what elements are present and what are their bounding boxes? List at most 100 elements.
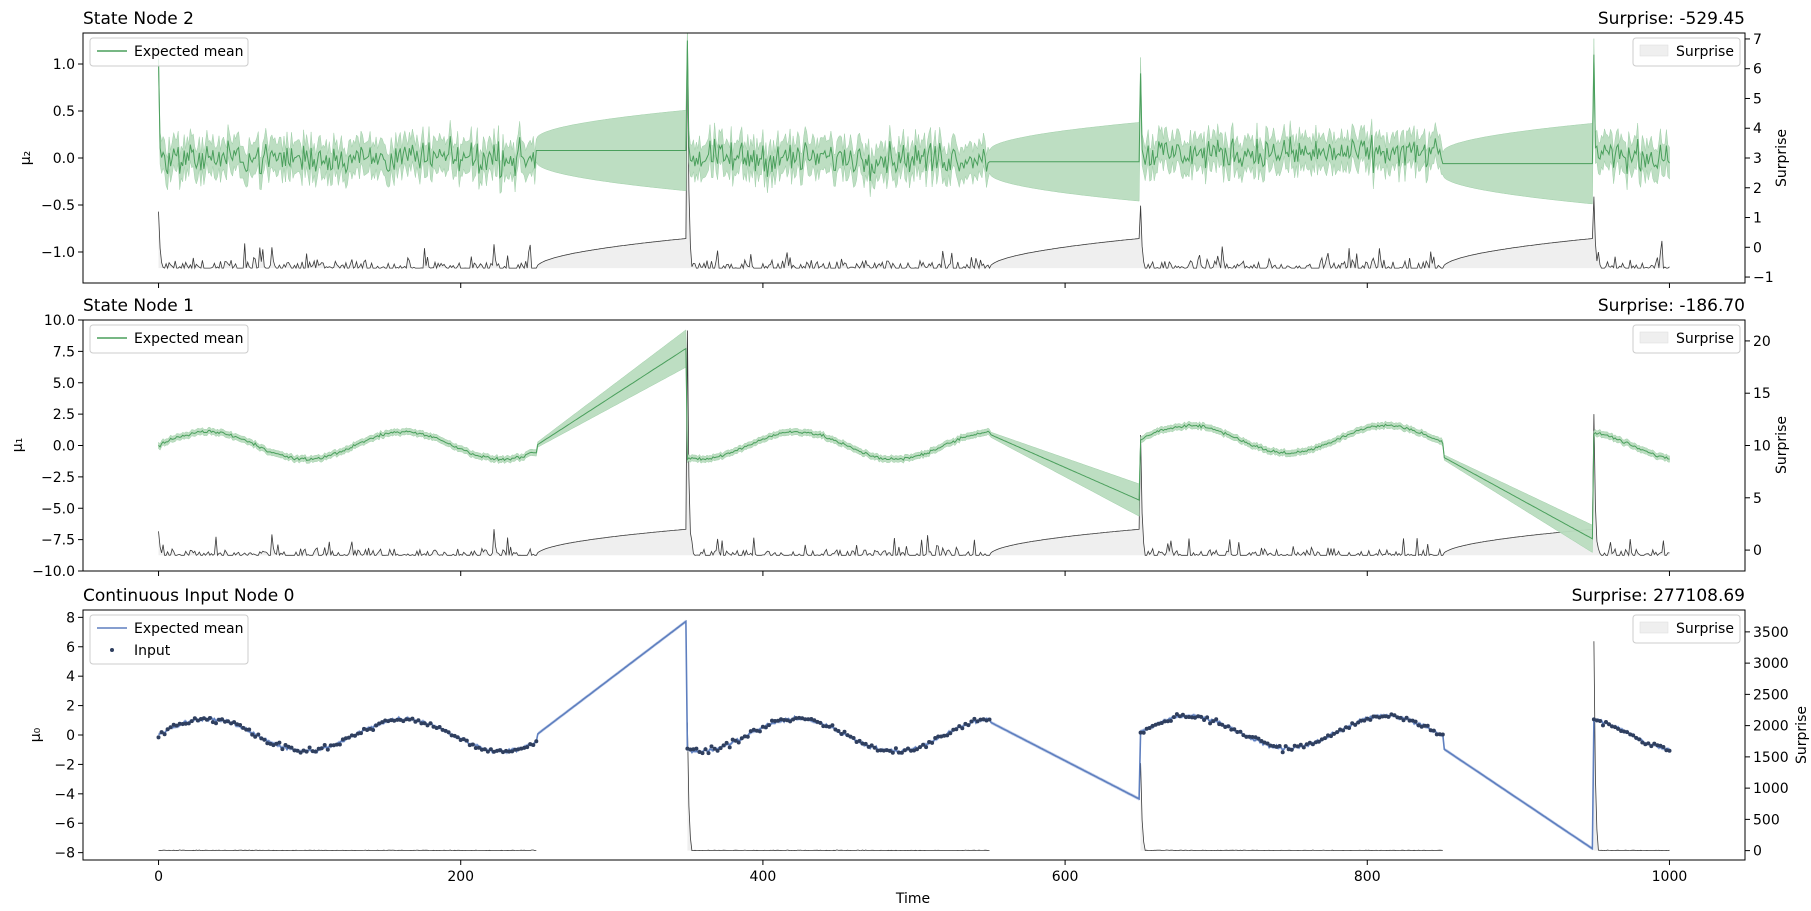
input-point xyxy=(504,748,509,753)
input-point xyxy=(1323,736,1327,741)
input-point xyxy=(745,734,750,739)
input-point xyxy=(525,745,530,750)
legend-mean-label: Expected mean xyxy=(134,44,243,60)
input-point xyxy=(727,745,732,750)
y2-tick-label: 2 xyxy=(1753,181,1762,197)
input-point xyxy=(1268,743,1273,748)
input-point xyxy=(1422,723,1427,728)
input-point xyxy=(292,748,297,753)
input-point xyxy=(492,749,496,754)
input-point xyxy=(736,740,741,745)
input-point xyxy=(824,724,829,729)
input-point xyxy=(510,749,515,754)
input-point xyxy=(936,734,941,739)
legend: Expected mean xyxy=(89,37,249,67)
input-point xyxy=(830,723,835,728)
y-tick-label: 2 xyxy=(66,699,75,715)
y2-tick-label: 2500 xyxy=(1753,687,1789,703)
input-point xyxy=(238,723,243,727)
input-point xyxy=(198,717,203,721)
input-point xyxy=(1622,729,1627,734)
x-axis-label: Time xyxy=(895,891,930,907)
input-point xyxy=(1244,734,1249,739)
input-point xyxy=(235,722,240,727)
input-point xyxy=(519,746,524,751)
input-point xyxy=(271,743,276,748)
input-point xyxy=(1664,748,1669,753)
input-point xyxy=(1180,712,1185,717)
y2-tick-label: −1 xyxy=(1753,270,1774,286)
panel-state-node-1: State Node 1 Surprise: -186.70 μ₁ Surpri… xyxy=(10,296,1790,580)
input-point xyxy=(960,726,965,731)
input-point xyxy=(1156,721,1161,726)
input-point xyxy=(464,738,469,743)
y-tick-label: −0.5 xyxy=(41,198,75,214)
input-point xyxy=(1217,722,1222,727)
input-point xyxy=(718,746,723,751)
x-tick-label: 800 xyxy=(1354,869,1381,885)
input-point xyxy=(349,733,354,738)
input-point xyxy=(1407,718,1412,723)
input-point xyxy=(452,733,457,738)
input-point xyxy=(189,719,194,724)
input-point xyxy=(685,746,690,751)
input-point xyxy=(325,747,330,752)
input-point xyxy=(1313,740,1318,745)
input-point xyxy=(476,745,481,750)
input-point xyxy=(1241,733,1246,738)
input-point xyxy=(1277,744,1282,748)
legend: Expected mean Input xyxy=(89,614,249,665)
input-point xyxy=(168,725,173,730)
input-point xyxy=(204,717,209,722)
input-point xyxy=(763,725,768,730)
input-point xyxy=(425,723,430,728)
input-point xyxy=(742,734,747,739)
legend-box xyxy=(89,37,249,67)
y-tick-label: −8 xyxy=(54,846,75,862)
input-point xyxy=(201,716,206,721)
input-point xyxy=(192,716,197,721)
input-point xyxy=(1594,718,1599,723)
input-point xyxy=(933,736,938,740)
input-point xyxy=(431,724,436,729)
input-point xyxy=(253,734,258,739)
input-point xyxy=(467,743,472,748)
input-point xyxy=(437,725,442,729)
y-tick-label: −10.0 xyxy=(32,564,75,580)
input-point xyxy=(156,735,161,740)
panel-title: State Node 1 xyxy=(83,296,194,316)
input-point xyxy=(1640,740,1645,745)
input-point xyxy=(1265,741,1270,746)
input-point xyxy=(1256,736,1261,741)
input-point xyxy=(340,737,345,742)
input-point xyxy=(966,723,971,728)
input-point xyxy=(1319,737,1324,742)
legend: Expected mean xyxy=(89,324,249,354)
input-point xyxy=(754,728,759,733)
y2-tick-label: 0 xyxy=(1753,844,1762,860)
input-point xyxy=(715,748,720,753)
input-point xyxy=(1371,714,1376,719)
input-point xyxy=(857,738,862,743)
input-point xyxy=(770,718,774,723)
y-tick-label: −2.5 xyxy=(41,470,75,486)
input-point xyxy=(899,750,904,755)
input-point xyxy=(1368,717,1373,722)
surprise-line xyxy=(158,330,1670,557)
y2-tick-label: 15 xyxy=(1753,386,1771,402)
y-tick-label: −5.0 xyxy=(41,501,75,517)
input-point xyxy=(1646,741,1651,746)
input-point xyxy=(866,744,871,749)
input-point xyxy=(1220,722,1225,727)
input-point xyxy=(1205,715,1210,720)
input-point xyxy=(1434,732,1439,737)
input-point xyxy=(688,747,693,752)
input-point xyxy=(1138,730,1143,735)
surprise-total-label: Surprise: -186.70 xyxy=(1598,296,1745,316)
input-point xyxy=(298,750,303,755)
input-point xyxy=(712,746,717,751)
y-tick-label: −6 xyxy=(54,816,75,832)
input-point xyxy=(1262,740,1267,745)
input-point xyxy=(232,720,237,725)
